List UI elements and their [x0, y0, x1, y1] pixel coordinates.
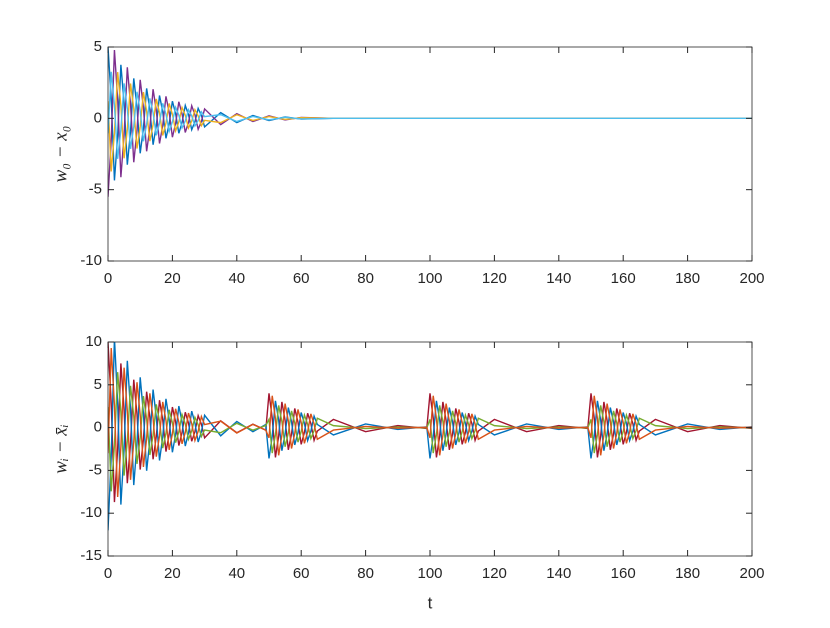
y-axis-label: wᵢ − x̄ᵢ [50, 424, 71, 473]
x-tick-label: 200 [739, 270, 764, 287]
series-line [108, 72, 752, 172]
x-tick-label: 20 [164, 565, 181, 582]
x-tick-label: 80 [357, 565, 374, 582]
x-tick-label: 0 [104, 270, 112, 287]
y-tick-label: 5 [94, 38, 102, 55]
x-tick-label: 100 [417, 565, 442, 582]
x-tick-label: 160 [611, 270, 636, 287]
y-tick-label: 5 [94, 376, 102, 393]
y-tick-label: -15 [80, 547, 102, 564]
x-axis-label: t [428, 593, 433, 612]
series-line [108, 372, 752, 492]
x-tick-label: 40 [228, 565, 245, 582]
x-tick-label: 120 [482, 565, 507, 582]
x-tick-label: 200 [739, 565, 764, 582]
y-tick-label: -10 [80, 504, 102, 521]
y-axis-label: w₀ − x₀ [50, 126, 71, 183]
x-tick-label: 180 [675, 565, 700, 582]
axes: 0 20 40 60 80 100 120 140 160 180 200 -15 -10 -5 0 5 10 w… [50, 333, 764, 613]
series-line [108, 47, 752, 181]
y-tick-label: -10 [80, 252, 102, 269]
axes-box [107, 46, 753, 262]
x-tick-label: 40 [228, 270, 245, 287]
series-line [108, 49, 752, 197]
axes-box [107, 341, 753, 557]
x-tick-label: 120 [482, 270, 507, 287]
axes: 0 20 40 60 80 100 120 140 160 180 200 -10 -5 0 5 w₀ − x… [50, 38, 764, 287]
x-tick-label: 20 [164, 270, 181, 287]
y-tick-label: 10 [85, 333, 102, 350]
x-tick-label: 180 [675, 270, 700, 287]
y-tick-label: 0 [94, 109, 102, 126]
y-tick-label: -5 [89, 181, 102, 198]
series-line [108, 347, 752, 497]
x-tick-label: 80 [357, 270, 374, 287]
x-tick-label: 160 [611, 565, 636, 582]
x-tick-label: 100 [417, 270, 442, 287]
y-tick-label: -5 [89, 461, 102, 478]
x-tick-label: 140 [546, 565, 571, 582]
x-tick-label: 0 [104, 565, 112, 582]
x-tick-label: 60 [293, 565, 310, 582]
series-line [108, 71, 752, 159]
x-tick-label: 60 [293, 270, 310, 287]
y-tick-label: 0 [94, 419, 102, 436]
x-tick-label: 140 [546, 270, 571, 287]
